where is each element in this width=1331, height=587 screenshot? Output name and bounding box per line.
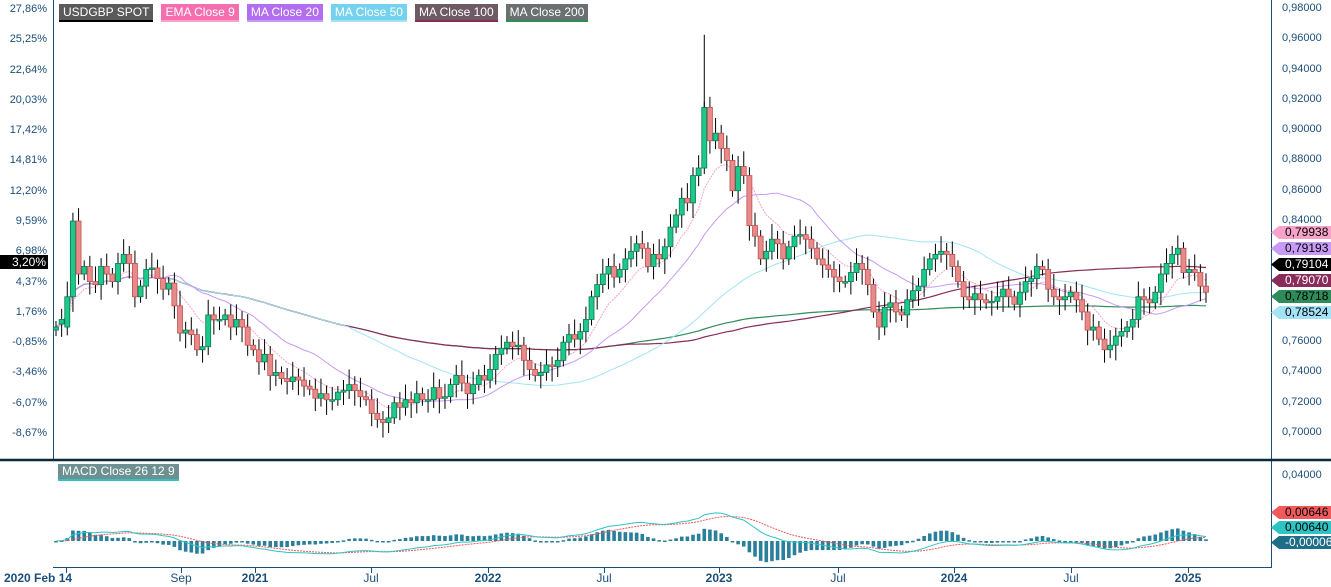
right-axis-tick: 0,88000 [1282, 153, 1322, 166]
x-axis-label: 2020 Feb 14 [4, 571, 73, 585]
x-axis-label: 2022 [474, 571, 502, 585]
left-axis-tick: 6,98% [15, 245, 47, 258]
left-axis-tick: 25,25% [9, 33, 47, 46]
left-axis-tick: -3,46% [12, 366, 47, 379]
left-axis-tick: 4,37% [15, 275, 47, 288]
macd-value-tag: 0,00646 [1271, 506, 1331, 519]
x-axis-label: Sep [170, 571, 192, 585]
x-axis-label: 2023 [705, 571, 733, 585]
right-axis-tick: 0,96000 [1282, 32, 1322, 45]
price-tag: 0,78718 [1271, 290, 1331, 303]
left-axis-tick: 9,59% [15, 215, 47, 228]
x-axis-label: Jul [830, 571, 846, 585]
price-tag: 0,79104 [1271, 258, 1331, 271]
right-axis-tick: 0,74000 [1282, 365, 1322, 378]
legend-ma-close-100[interactable]: MA Close 100 [414, 4, 498, 22]
left-axis-tick: 12,20% [9, 184, 47, 197]
left-axis-tick: 22,64% [9, 63, 47, 76]
x-axis-label: Jul [363, 571, 379, 585]
macd-value-tag: -0,00006 [1271, 536, 1331, 549]
moving-average-lines [55, 163, 1207, 409]
current-percent-tag: 3,20% [0, 255, 48, 269]
left-axis-tick: 17,42% [9, 124, 47, 137]
left-axis-tick: -6,07% [12, 396, 47, 409]
legend-ma-close-200[interactable]: MA Close 200 [505, 4, 589, 22]
right-axis-tick: 0,98000 [1282, 2, 1322, 14]
left-axis-tick: -0,85% [12, 336, 47, 349]
candlesticks [53, 34, 1209, 438]
price-tag: 0,79070 [1271, 274, 1331, 287]
macd-axis-tick: 0,04000 [1282, 469, 1322, 481]
legend-ema-close-9[interactable]: EMA Close 9 [161, 4, 239, 22]
left-axis-tick: -8,67% [12, 427, 47, 440]
right-axis-tick: 0,72000 [1282, 395, 1322, 408]
right-axis-tick: 0,86000 [1282, 183, 1322, 196]
right-axis-tick: 0,94000 [1282, 62, 1322, 75]
right-axis-tick: 0,84000 [1282, 214, 1322, 227]
left-axis-tick: 27,86% [9, 3, 47, 15]
legend-ma-close-20[interactable]: MA Close 20 [246, 4, 323, 22]
x-axis-label: Jul [596, 571, 612, 585]
price-tag: 0,79938 [1271, 226, 1331, 239]
legend-ma-close-50[interactable]: MA Close 50 [330, 4, 407, 22]
x-axis-label: 2025 [1174, 571, 1202, 585]
right-axis-tick: 0,76000 [1282, 335, 1322, 348]
x-axis-label: 2021 [241, 571, 269, 585]
legend-usdgbp-spot[interactable]: USDGBP SPOT [59, 4, 154, 22]
right-axis-tick: 0,92000 [1282, 92, 1322, 105]
legend-macd[interactable]: MACD Close 26 12 9 [58, 464, 179, 481]
right-axis-tick: 0,90000 [1282, 123, 1322, 136]
macd-value-tag: 0,00640 [1271, 521, 1331, 534]
x-axis-label: 2024 [940, 571, 968, 585]
left-axis-tick: 14,81% [9, 154, 47, 167]
right-axis-tick: 0,70000 [1282, 426, 1322, 439]
x-axis-ticks [66, 567, 1189, 573]
left-axis-tick: 20,03% [9, 93, 47, 106]
x-axis-label: Jul [1063, 571, 1079, 585]
macd-indicator [54, 512, 1208, 563]
chart-legend: USDGBP SPOT EMA Close 9 MA Close 20 MA C… [59, 4, 589, 22]
price-tag: 0,78524 [1271, 306, 1331, 319]
price-tag: 0,79193 [1271, 242, 1331, 255]
left-axis-tick: 1,76% [15, 305, 47, 318]
